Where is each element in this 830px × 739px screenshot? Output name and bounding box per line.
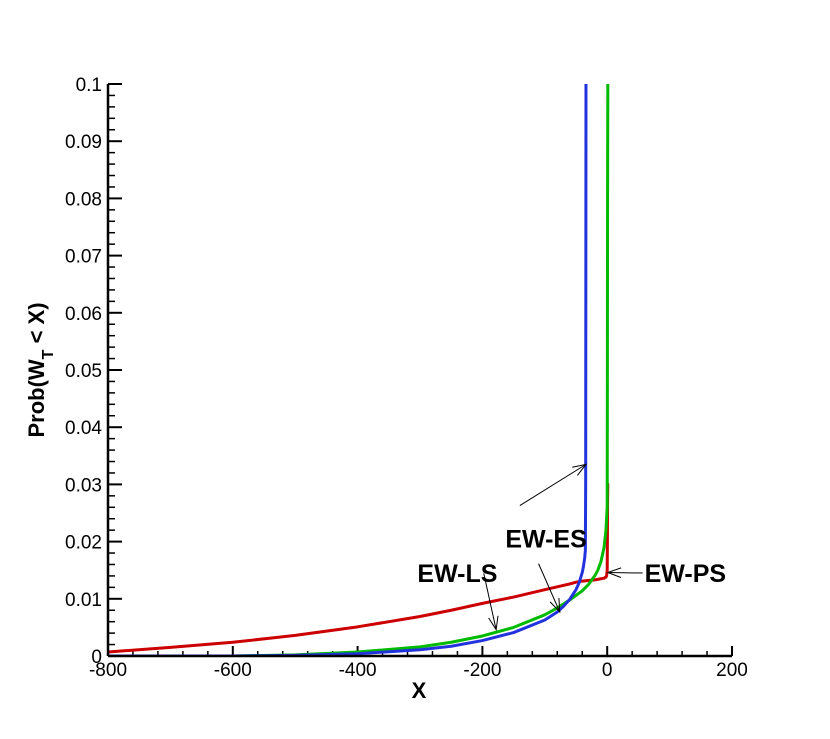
annotation-arrow (483, 573, 497, 630)
y-axis-ticks: 0 0.01 0.02 0.03 0.04 0.05 0.06 0.07 0.08 0.09 0.1 (65, 75, 122, 668)
x-tick-label: 200 (716, 660, 748, 681)
series-layer (108, 84, 610, 656)
y-tick-label: 0.01 (65, 590, 102, 611)
y-tick-label: 0.07 (65, 247, 102, 268)
y-axis-title: Prob(WT < X) (24, 302, 57, 437)
x-tick-label: -400 (339, 660, 377, 681)
annotation-arrowhead (488, 615, 499, 632)
y-tick-label: 0.06 (65, 304, 102, 325)
x-axis-title: X (412, 678, 427, 703)
annotation-ew-ls: EW-LS (417, 560, 497, 588)
series-line-1 (108, 482, 610, 654)
annotation-ew-es: EW-ES (505, 526, 586, 554)
annotation-arrowhead (606, 567, 622, 578)
y-tick-label: 0.08 (65, 189, 102, 210)
series-line-2 (108, 84, 610, 656)
y-tick-label: 0.05 (65, 361, 102, 382)
y-tick-label: 0.1 (76, 75, 102, 96)
y-tick-label: 0 (91, 647, 102, 668)
x-tick-label: -200 (463, 660, 501, 681)
annotation-arrow (607, 571, 643, 574)
annotation-arrowhead (549, 597, 561, 614)
y-tick-label: 0.03 (65, 475, 102, 496)
series-line-3 (108, 84, 588, 656)
y-tick-label: 0.02 (65, 533, 102, 554)
y-tick-label: 0.04 (65, 418, 102, 439)
annotation-arrow (538, 563, 561, 613)
y-tick-label: 0.09 (65, 132, 102, 153)
annotation-arrow (519, 463, 587, 506)
axis-lines (106, 84, 732, 658)
annotation-ew-ps: EW-PS (645, 560, 726, 588)
annotation-arrowhead (572, 463, 588, 476)
x-tick-label: -800 (89, 660, 127, 681)
x-tick-label: -600 (214, 660, 252, 681)
x-tick-label: 0 (602, 660, 613, 681)
y-axis-title-suffix: < X) (24, 302, 49, 349)
annotation-layer: EW-LS EW-ES EW-PS (417, 463, 726, 632)
y-axis-title-prefix: Prob(W (24, 359, 49, 437)
y-axis-title-subscript: T (40, 349, 57, 359)
